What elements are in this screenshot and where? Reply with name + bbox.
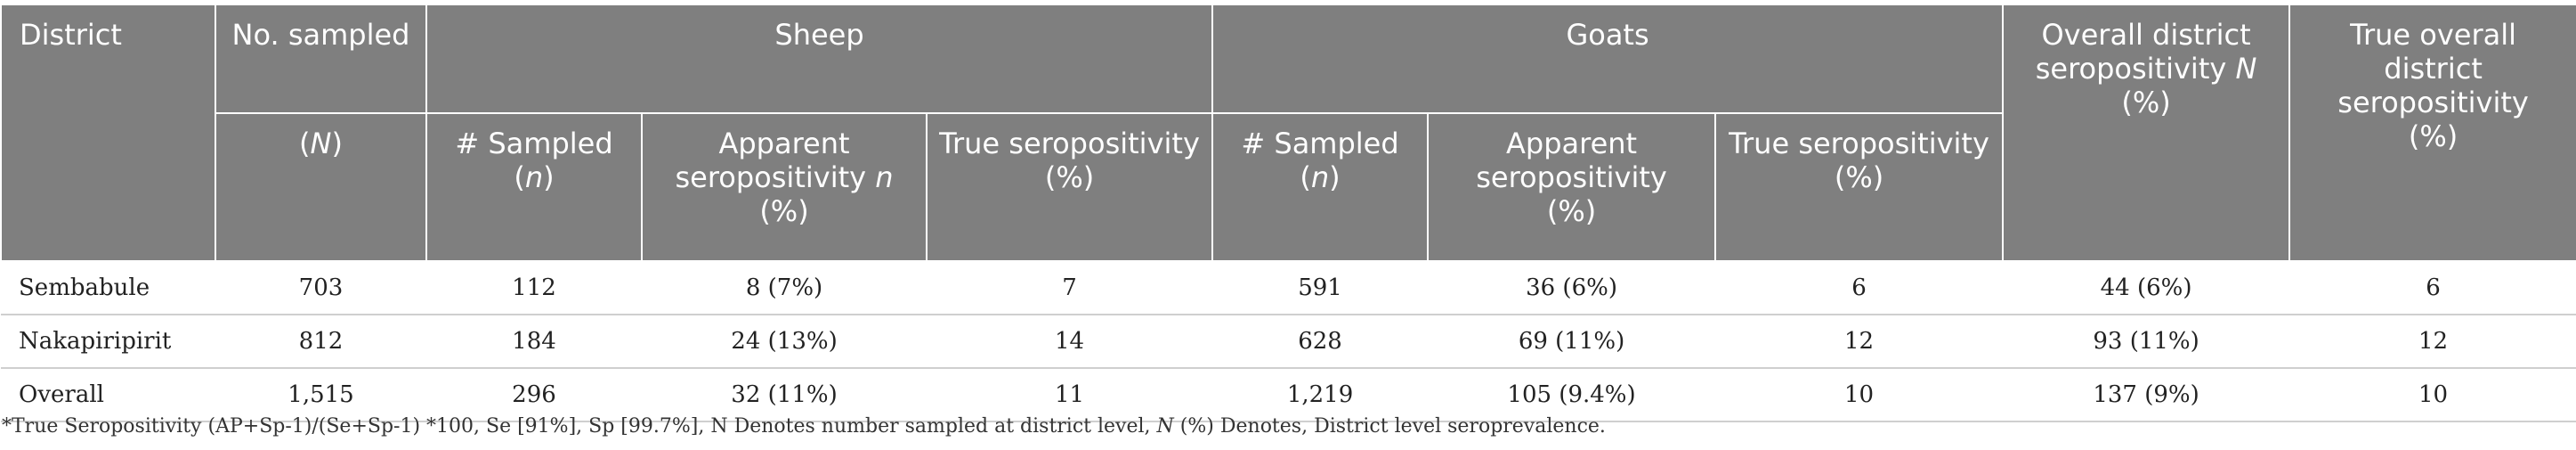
header-goats-apparent: Apparent seropositivity (%) bbox=[1427, 112, 1717, 262]
table-row: Sembabule 703 112 8 (7%) 7 591 36 (6%) 6… bbox=[1, 260, 2576, 315]
cell-sheep-true: 11 bbox=[927, 368, 1213, 422]
header-goats: Goats bbox=[1211, 4, 2005, 114]
cell-sheep-true: 14 bbox=[927, 315, 1213, 369]
cell-goat-true: 10 bbox=[1715, 368, 2004, 422]
cell-sheep-true: 7 bbox=[927, 260, 1213, 315]
cell-district: Overall bbox=[1, 368, 215, 422]
header-no-sampled: No. sampled bbox=[215, 4, 427, 114]
header-sheep: Sheep bbox=[425, 4, 1214, 114]
cell-overall: 93 (11%) bbox=[2003, 315, 2290, 369]
cell-sheep-n: 112 bbox=[426, 260, 642, 315]
cell-n: 812 bbox=[215, 315, 426, 369]
cell-sheep-apparent: 24 (13%) bbox=[642, 315, 927, 369]
cell-goat-true: 12 bbox=[1715, 315, 2004, 369]
header-true-overall: True overall district seropositivity (%) bbox=[2288, 4, 2576, 262]
cell-n: 1,515 bbox=[215, 368, 426, 422]
cell-overall: 137 (9%) bbox=[2003, 368, 2290, 422]
cell-goat-apparent: 69 (11%) bbox=[1428, 315, 1716, 369]
cell-n: 703 bbox=[215, 260, 426, 315]
header-sheep-sampled: # Sampled (n) bbox=[425, 112, 643, 262]
cell-goat-true: 6 bbox=[1715, 260, 2004, 315]
seropositivity-table: District No. sampled Sheep Goats Overall… bbox=[0, 4, 2576, 422]
cell-district: Nakapiripirit bbox=[1, 315, 215, 369]
table-footnote: *True Seropositivity (AP+Sp-1)/(Se+Sp-1)… bbox=[2, 415, 1606, 438]
cell-goat-n: 591 bbox=[1212, 260, 1429, 315]
header-goats-true: True seropositivity (%) bbox=[1714, 112, 2005, 262]
cell-true-overall: 6 bbox=[2289, 260, 2576, 315]
header-district: District bbox=[0, 4, 216, 262]
table-row: Overall 1,515 296 32 (11%) 11 1,219 105 … bbox=[1, 368, 2576, 422]
header-sheep-apparent: Apparent seropositivity n (%) bbox=[641, 112, 928, 262]
cell-sheep-n: 296 bbox=[426, 368, 642, 422]
cell-sheep-apparent: 8 (7%) bbox=[642, 260, 927, 315]
cell-sheep-n: 184 bbox=[426, 315, 642, 369]
cell-overall: 44 (6%) bbox=[2003, 260, 2290, 315]
cell-district: Sembabule bbox=[1, 260, 215, 315]
header-n-total: (N) bbox=[215, 112, 427, 262]
cell-true-overall: 12 bbox=[2289, 315, 2576, 369]
cell-goat-apparent: 36 (6%) bbox=[1428, 260, 1716, 315]
header-overall-district: Overall district seropositivity N (%) bbox=[2002, 4, 2291, 262]
cell-goat-apparent: 105 (9.4%) bbox=[1428, 368, 1716, 422]
cell-true-overall: 10 bbox=[2289, 368, 2576, 422]
table-row: Nakapiripirit 812 184 24 (13%) 14 628 69… bbox=[1, 315, 2576, 369]
cell-sheep-apparent: 32 (11%) bbox=[642, 368, 927, 422]
header-goats-sampled: # Sampled (n) bbox=[1211, 112, 1430, 262]
cell-goat-n: 628 bbox=[1212, 315, 1429, 369]
header-sheep-true: True seropositivity (%) bbox=[925, 112, 1214, 262]
cell-goat-n: 1,219 bbox=[1212, 368, 1429, 422]
